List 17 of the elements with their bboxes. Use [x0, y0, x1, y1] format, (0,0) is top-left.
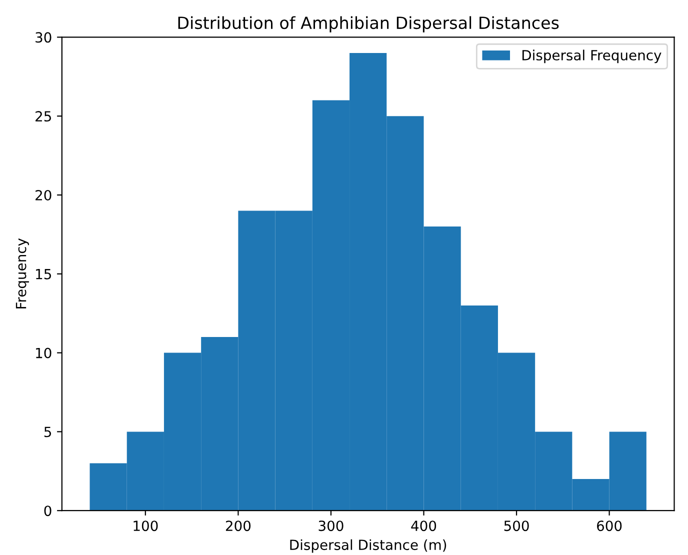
x-tick-label: 300: [318, 520, 344, 532]
x-axis-title: Dispersal Distance (m): [290, 539, 446, 553]
y-tick-label: 30: [36, 32, 52, 43]
chart-title: Distribution of Amphibian Dispersal Distances: [178, 16, 559, 32]
y-tick-label: 0: [44, 506, 52, 516]
legend-label: Dispersal Frequency: [522, 50, 662, 64]
y-tick-label: 10: [36, 348, 52, 358]
x-tick-label: 400: [411, 520, 436, 532]
x-tick-label: 200: [226, 520, 251, 532]
y-tick-label: 20: [36, 190, 52, 200]
y-tick-label: 15: [36, 269, 51, 280]
y-axis-title: Frequency: [16, 238, 29, 308]
y-tick-label: 25: [36, 111, 51, 122]
y-tick-label: 5: [44, 426, 51, 438]
x-tick-label: 100: [134, 520, 158, 532]
x-tick-label: 500: [504, 520, 529, 532]
x-tick-label: 600: [597, 520, 622, 532]
